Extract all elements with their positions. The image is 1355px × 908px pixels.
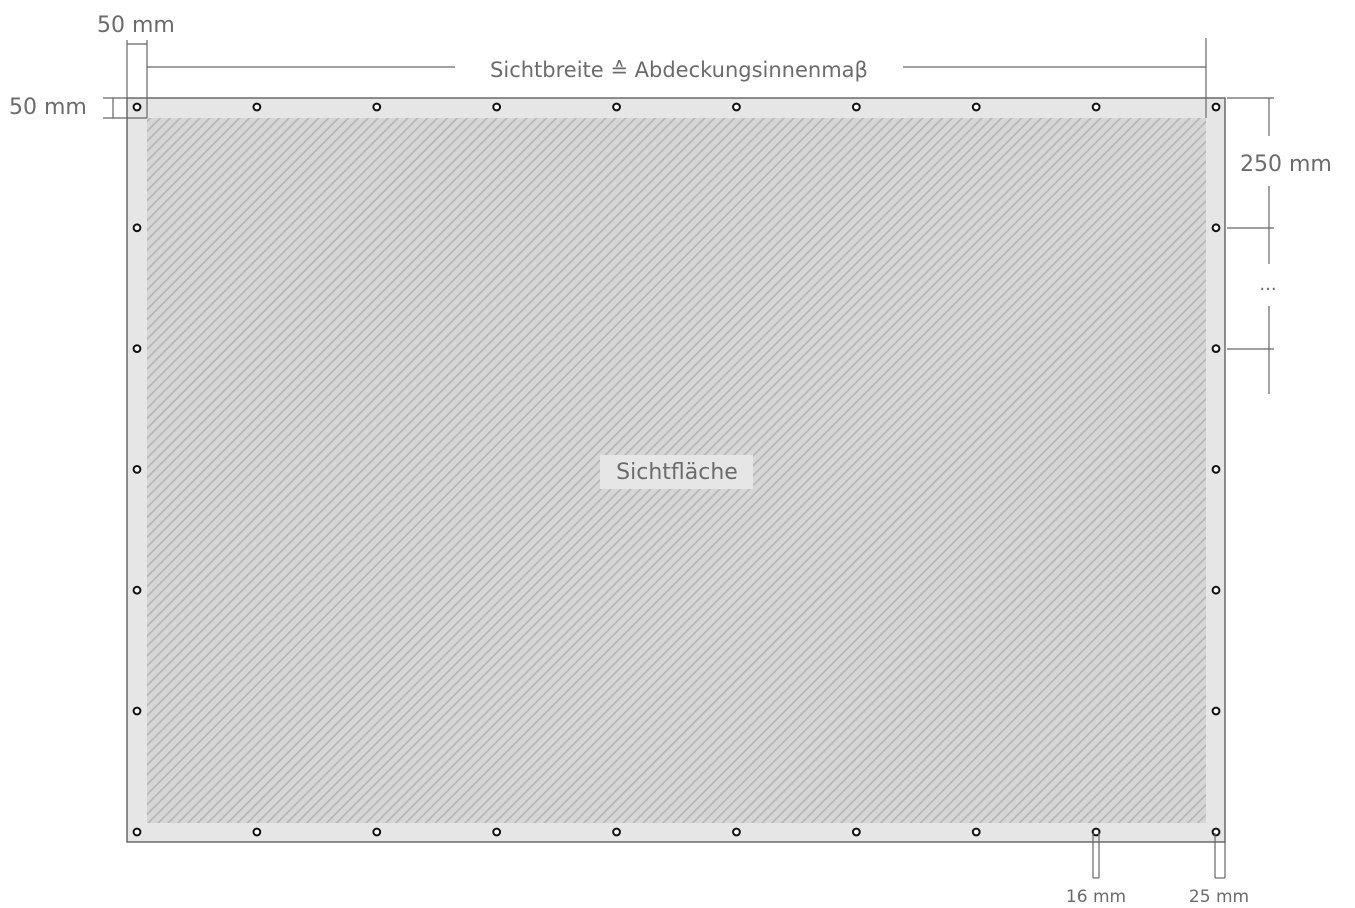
ellipsis-label: ... bbox=[1259, 274, 1276, 295]
top-margin-label: 50 mm bbox=[9, 95, 87, 120]
eyelets-group bbox=[132, 102, 1221, 837]
left-margin-label: 50 mm bbox=[97, 13, 175, 38]
width-caption: Sichtbreite ≙ Abdeckungsinnenmaβ bbox=[490, 58, 868, 82]
eyelet-bottom bbox=[372, 827, 382, 837]
center-label-bg bbox=[600, 455, 753, 489]
eyelet-top bbox=[372, 102, 382, 112]
eyelet-edge-label: 25 mm bbox=[1189, 887, 1249, 907]
eyelet-bottom bbox=[1211, 827, 1221, 837]
eyelet-bottom bbox=[252, 827, 262, 837]
eyelet-left bbox=[132, 585, 142, 595]
eyelet-diameter-label: 16 mm bbox=[1066, 887, 1126, 907]
eyelet-top bbox=[252, 102, 262, 112]
eyelet-bottom bbox=[851, 827, 861, 837]
eyelet-top bbox=[1091, 102, 1101, 112]
eyelet-top bbox=[971, 102, 981, 112]
eyelet-bottom bbox=[492, 827, 502, 837]
eyelet-spacing-label: 250 mm bbox=[1240, 152, 1332, 177]
eyelet-right bbox=[1211, 465, 1221, 474]
eyelet-top bbox=[851, 102, 861, 112]
eyelet-bottom bbox=[612, 827, 621, 837]
center-label: Sichtfläche bbox=[616, 460, 738, 485]
eyelet-left bbox=[132, 465, 142, 474]
eyelet-top bbox=[1211, 102, 1221, 112]
eyelet-top bbox=[132, 102, 142, 112]
eyelet-right bbox=[1211, 223, 1221, 233]
eyelet-bottom bbox=[132, 827, 142, 837]
eyelet-right bbox=[1211, 585, 1221, 595]
eyelet-top bbox=[732, 102, 741, 112]
eyelet-right bbox=[1211, 706, 1221, 716]
eyelet-right bbox=[1211, 344, 1221, 354]
eyelet-top bbox=[492, 102, 502, 112]
eyelet-left bbox=[132, 223, 142, 233]
eyelet-bottom bbox=[732, 827, 741, 837]
eyelet-left bbox=[132, 706, 142, 716]
eyelet-bottom bbox=[1091, 827, 1101, 837]
eyelet-left bbox=[132, 344, 142, 354]
eyelet-top bbox=[612, 102, 621, 112]
eyelet-bottom bbox=[971, 827, 981, 837]
